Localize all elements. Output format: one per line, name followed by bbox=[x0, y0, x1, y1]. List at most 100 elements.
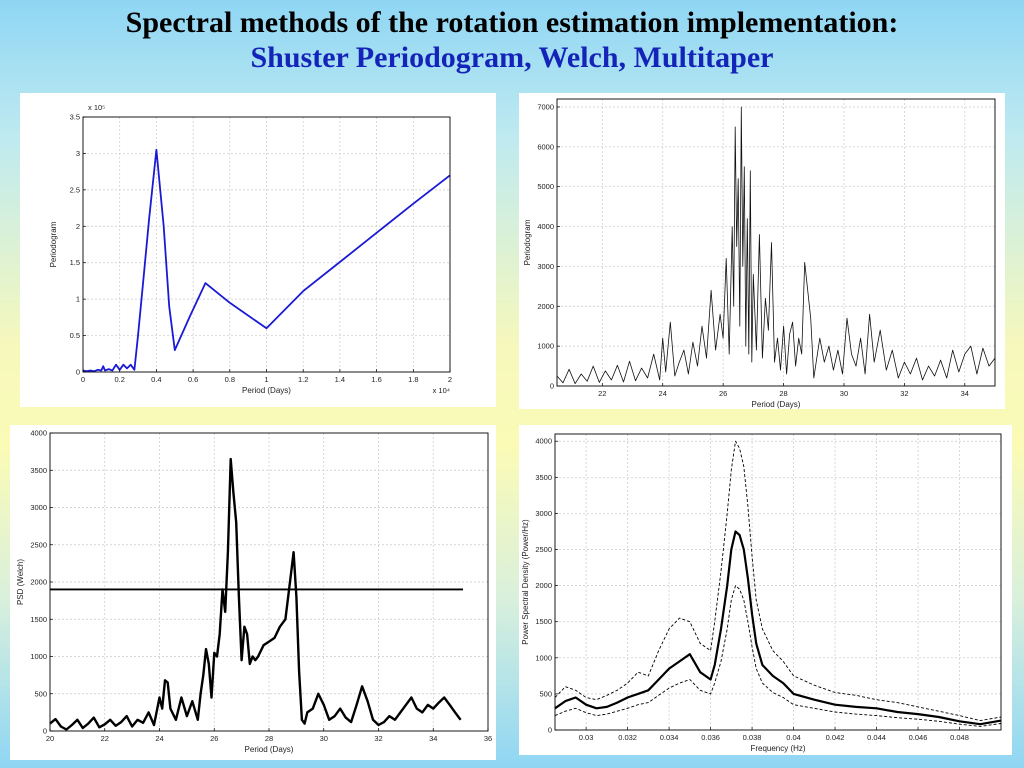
chart-svg: 0.03 0.032 0.034 0.036 0.038 0.04 0.042 0.044 0.… bbox=[521, 433, 1002, 753]
x-tick-label: 36 bbox=[484, 734, 492, 743]
x-tick-label: 0.042 bbox=[826, 733, 845, 742]
x-tick-label: 34 bbox=[429, 734, 437, 743]
y-tick-label: 3.5 bbox=[70, 113, 80, 122]
grid-lines bbox=[50, 433, 488, 731]
y-tick-label: 2500 bbox=[30, 540, 47, 549]
chart-panel-multitaper-psd: 0.03 0.032 0.034 0.036 0.038 0.04 0.042 0.044 0.… bbox=[519, 425, 1012, 755]
x-tick-label: 0.032 bbox=[618, 733, 637, 742]
y-tick-label: 5000 bbox=[537, 182, 554, 191]
x-tick-label: 32 bbox=[374, 734, 382, 743]
x-tick-label: 1.8 bbox=[408, 375, 418, 384]
x-tick-label: 0.046 bbox=[909, 733, 928, 742]
y-tick-label: 1 bbox=[76, 295, 80, 304]
y-tick-label: 1500 bbox=[30, 615, 47, 624]
y-tick-label: 0 bbox=[550, 382, 554, 391]
x-tick-label: 0.8 bbox=[225, 375, 235, 384]
y-tick-label: 1.5 bbox=[70, 258, 80, 267]
x-tick-label: 0.2 bbox=[114, 375, 124, 384]
x-tick-label: 1.2 bbox=[298, 375, 308, 384]
x-tick-label: 22 bbox=[598, 389, 606, 398]
x-tick-label: 24 bbox=[659, 389, 667, 398]
x-tick-label: 34 bbox=[961, 389, 969, 398]
y-tick-label: 4000 bbox=[30, 429, 47, 438]
y-tick-label: 2000 bbox=[30, 578, 47, 587]
x-axis-label: Period (Days) bbox=[245, 745, 294, 754]
series-line-1 bbox=[556, 106, 996, 385]
y-tick-label: 500 bbox=[539, 689, 552, 698]
x-tick-label: 30 bbox=[320, 734, 328, 743]
x-tick-label: 1.4 bbox=[335, 375, 345, 384]
x-axis-label: Period (Days) bbox=[242, 386, 291, 395]
y-tick-label: 2000 bbox=[535, 581, 552, 590]
y-tick-label: 2500 bbox=[535, 545, 552, 554]
grid-lines bbox=[557, 99, 995, 386]
x-tick-label: 32 bbox=[900, 389, 908, 398]
y-tick-label: 1500 bbox=[535, 617, 552, 626]
series-line-1 bbox=[554, 530, 1002, 726]
y-axis-label: Periodogram bbox=[49, 221, 58, 267]
y-tick-label: 7000 bbox=[537, 102, 554, 111]
x-multiplier-label: x 10⁴ bbox=[433, 386, 450, 395]
x-tick-label: 0.03 bbox=[579, 733, 594, 742]
x-tick-label: 0.6 bbox=[188, 375, 198, 384]
x-tick-label: 0.034 bbox=[660, 733, 679, 742]
x-tick-label: 22 bbox=[101, 734, 109, 743]
y-tick-label: 2.5 bbox=[70, 185, 80, 194]
chart-panel-shuster-periodogram: 0 0.2 0.4 0.6 0.8 1 1.2 1.4 1.6 1.8 2 0 0.5 1 1.5 2 2.5 3… bbox=[20, 93, 496, 407]
x-tick-label: 0.048 bbox=[950, 733, 969, 742]
x-axis-label: Frequency (Hz) bbox=[750, 744, 805, 753]
series-line-1 bbox=[49, 457, 462, 731]
y-tick-label: 2 bbox=[76, 222, 80, 231]
y-tick-label: 4000 bbox=[535, 437, 552, 446]
y-axis-label: Power Spectral Density (Power/Hz) bbox=[521, 519, 530, 645]
y-multiplier-label: x 10⁵ bbox=[88, 103, 105, 112]
x-tick-label: 0.038 bbox=[743, 733, 762, 742]
y-tick-label: 1000 bbox=[30, 652, 47, 661]
chart-panel-welch-psd: 20 22 24 26 28 30 32 34 36 0 500 1000 1500 2000 2500 30… bbox=[10, 425, 496, 760]
x-tick-label: 26 bbox=[719, 389, 727, 398]
slide-title-line2: Shuster Periodogram, Welch, Multitaper bbox=[250, 40, 774, 74]
y-tick-label: 0.5 bbox=[70, 331, 80, 340]
series-line-1 bbox=[82, 148, 451, 373]
y-tick-label: 0 bbox=[548, 726, 552, 735]
series-line-3 bbox=[554, 585, 1002, 727]
y-tick-label: 3000 bbox=[537, 262, 554, 271]
y-axis-label: Periodogram bbox=[523, 219, 532, 265]
y-tick-label: 3 bbox=[76, 149, 80, 158]
chart-svg: 22 24 26 28 30 32 34 0 1000 2000 3000 4000 5000 6000 7… bbox=[523, 98, 996, 409]
x-tick-label: 20 bbox=[46, 734, 54, 743]
y-tick-label: 3000 bbox=[535, 509, 552, 518]
chart-panel-periodogram-zoom: 22 24 26 28 30 32 34 0 1000 2000 3000 4000 5000 6000 7… bbox=[519, 93, 1005, 409]
x-tick-label: 0.4 bbox=[151, 375, 161, 384]
x-tick-label: 0.036 bbox=[701, 733, 720, 742]
y-tick-label: 1000 bbox=[535, 653, 552, 662]
slide-title-line1: Spectral methods of the rotation estimat… bbox=[125, 6, 899, 39]
y-tick-label: 4000 bbox=[537, 222, 554, 231]
y-tick-label: 2000 bbox=[537, 302, 554, 311]
y-tick-label: 3000 bbox=[30, 503, 47, 512]
plot-frame bbox=[554, 433, 1002, 731]
grid-lines bbox=[555, 434, 1001, 730]
y-tick-label: 3500 bbox=[30, 466, 47, 475]
chart-svg: 20 22 24 26 28 30 32 34 36 0 500 1000 1500 2000 2500 30… bbox=[16, 429, 492, 755]
y-tick-label: 0 bbox=[76, 368, 80, 377]
x-tick-label: 0.044 bbox=[867, 733, 886, 742]
slide-title: Spectral methods of the rotation estimat… bbox=[0, 6, 1024, 75]
y-tick-label: 6000 bbox=[537, 142, 554, 151]
y-axis-label: PSD (Welch) bbox=[16, 559, 25, 605]
chart-svg: 0 0.2 0.4 0.6 0.8 1 1.2 1.4 1.6 1.8 2 0 0.5 1 1.5 2 2.5 3… bbox=[49, 103, 452, 395]
x-tick-label: 2 bbox=[448, 375, 452, 384]
x-tick-label: 28 bbox=[265, 734, 273, 743]
x-tick-label: 1 bbox=[264, 375, 268, 384]
x-tick-label: 26 bbox=[210, 734, 218, 743]
series-line-2 bbox=[554, 440, 1002, 722]
y-tick-label: 500 bbox=[34, 689, 47, 698]
x-tick-label: 0.04 bbox=[786, 733, 801, 742]
x-axis-label: Period (Days) bbox=[752, 400, 801, 409]
plot-frame bbox=[556, 98, 996, 387]
y-tick-label: 0 bbox=[43, 727, 47, 736]
x-tick-label: 1.6 bbox=[371, 375, 381, 384]
x-tick-label: 0 bbox=[81, 375, 85, 384]
y-tick-label: 1000 bbox=[537, 342, 554, 351]
y-tick-label: 3500 bbox=[535, 473, 552, 482]
